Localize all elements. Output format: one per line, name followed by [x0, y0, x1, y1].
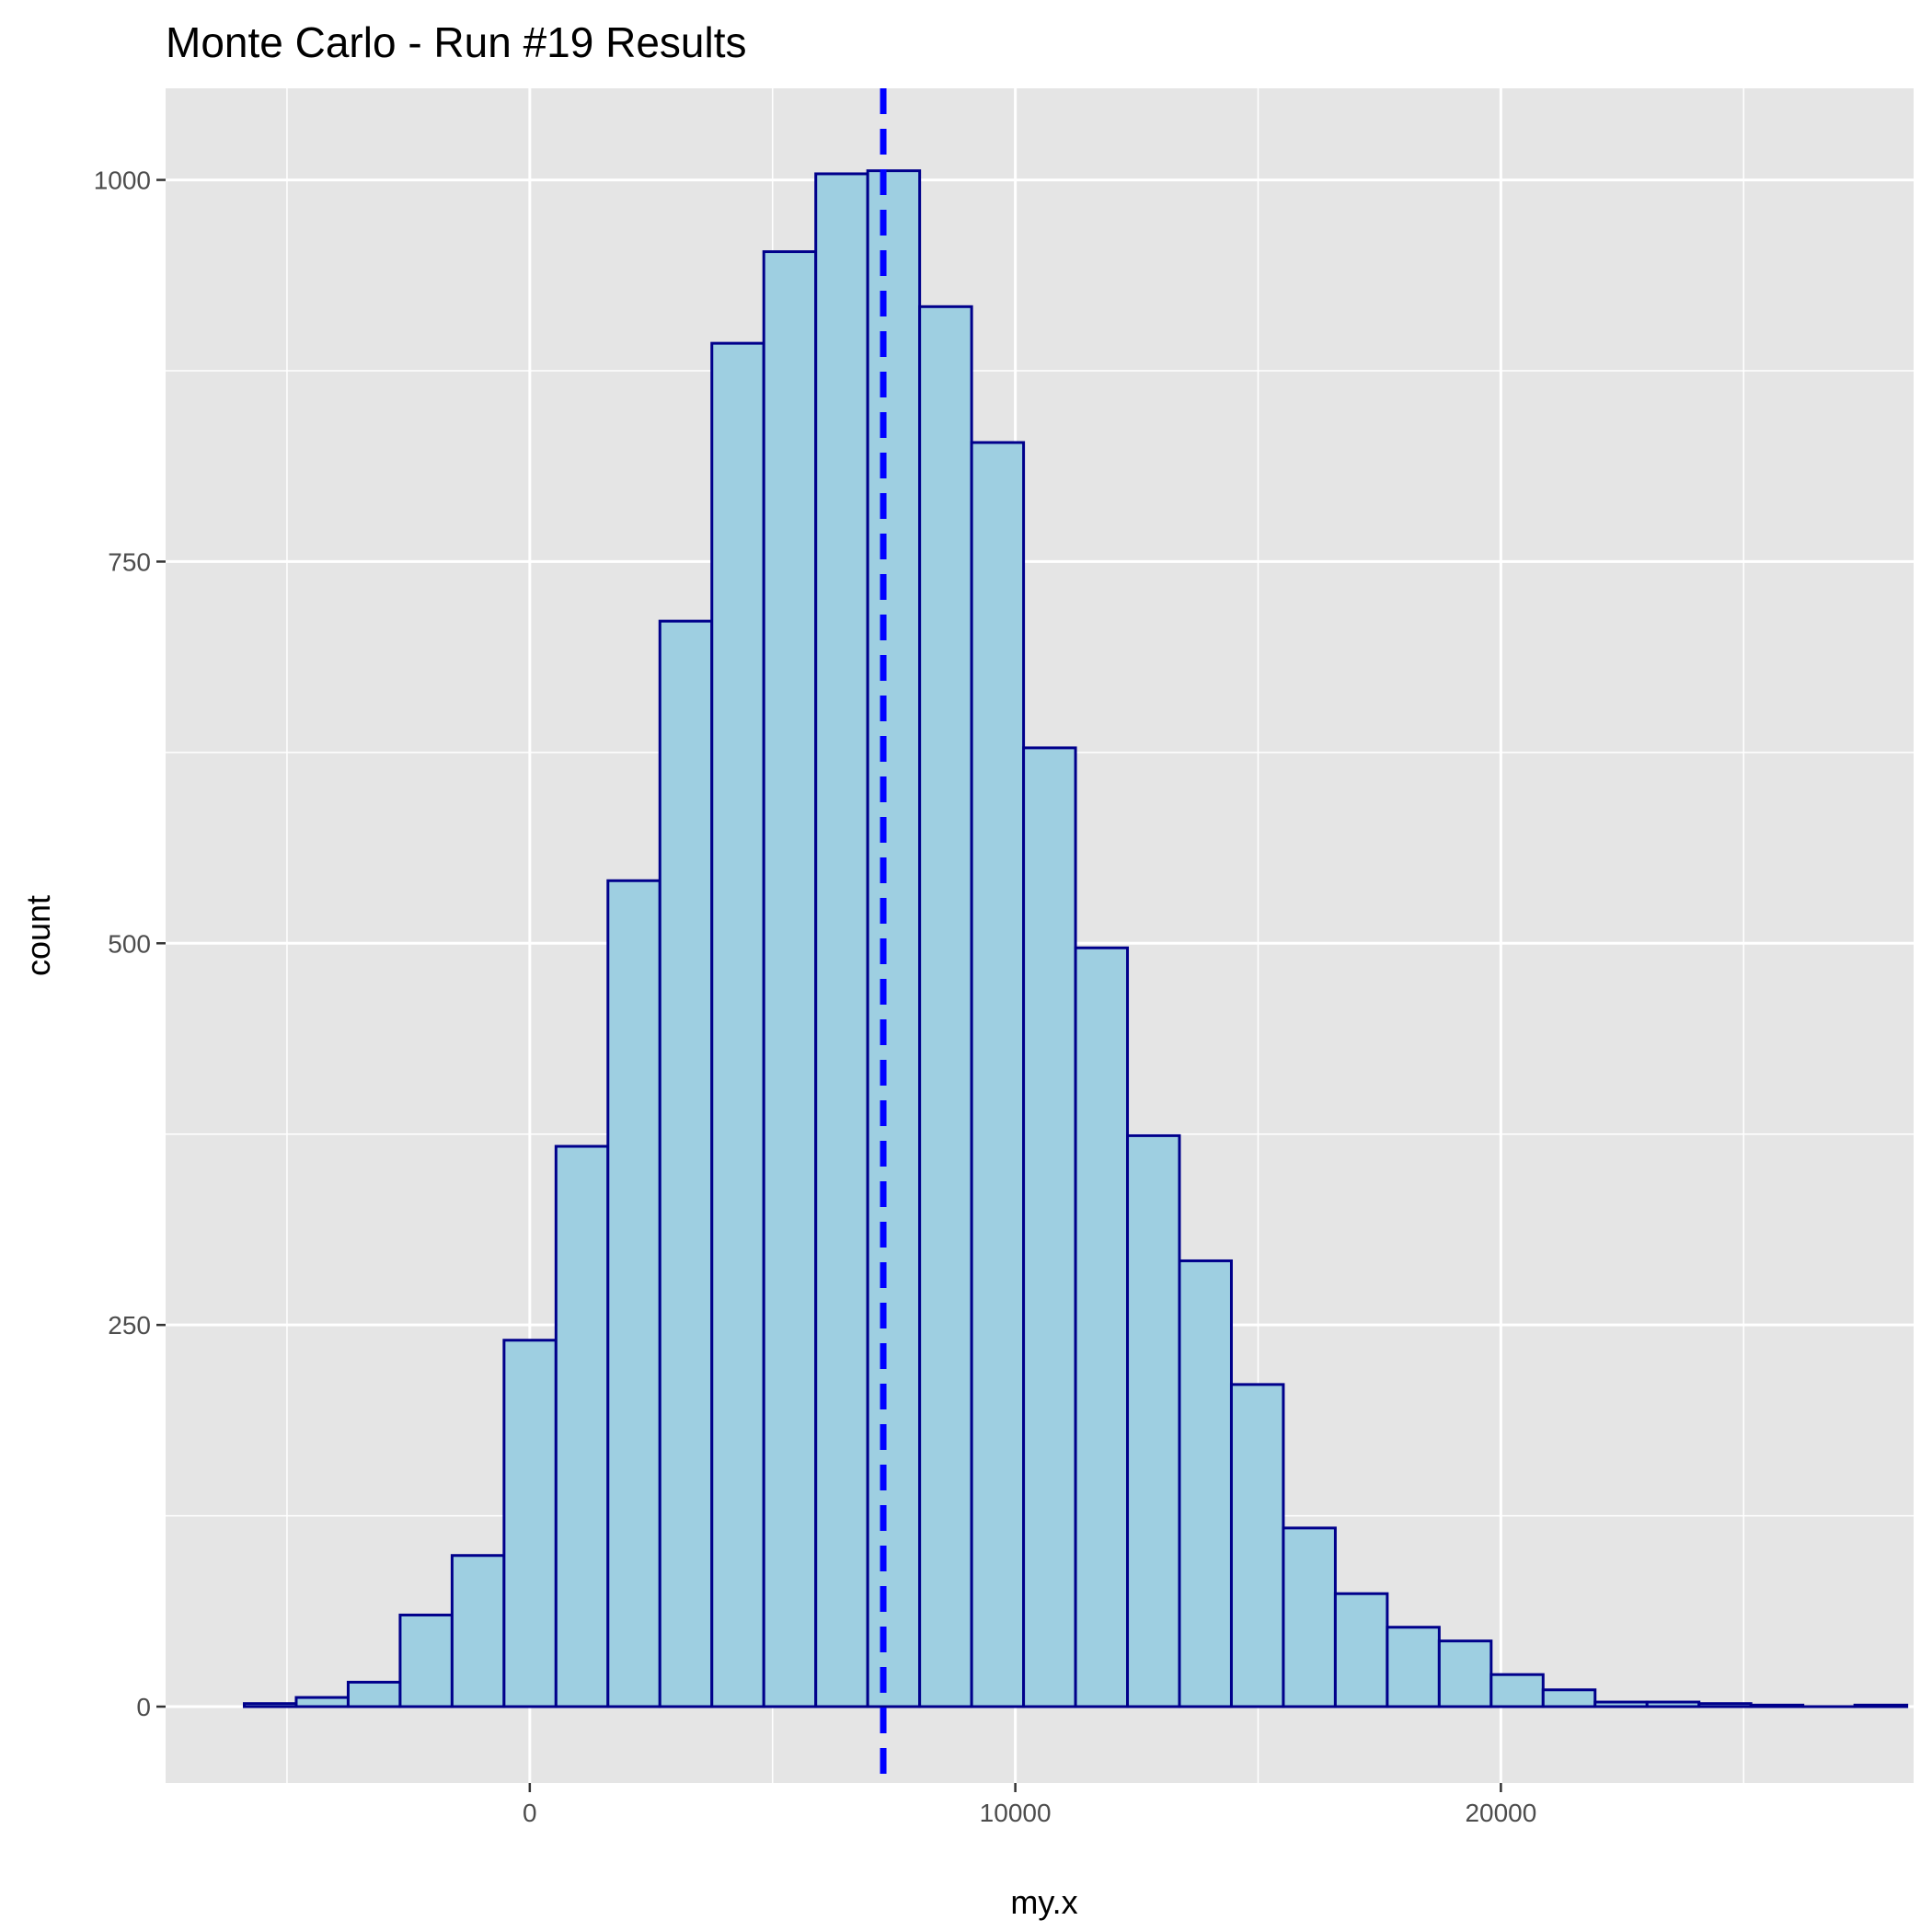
histogram-bar — [1178, 1259, 1233, 1708]
x-axis-title: my.x — [1010, 1883, 1077, 1921]
y-tick-label: 500 — [108, 929, 151, 958]
histogram-bar — [1437, 1639, 1493, 1708]
y-tick-label: 250 — [108, 1311, 151, 1340]
histogram-bar — [1853, 1703, 1909, 1708]
histogram-bar — [1074, 946, 1130, 1708]
chart-title: Monte Carlo - Run #19 Results — [166, 18, 747, 66]
histogram-bar — [866, 169, 922, 1708]
histogram-bar — [1126, 1133, 1181, 1708]
histogram-bar — [1022, 746, 1077, 1708]
histogram-bar — [658, 619, 714, 1708]
histogram-bar — [1593, 1700, 1649, 1708]
histogram-bar — [1697, 1702, 1753, 1708]
histogram-bar — [398, 1613, 454, 1708]
histogram-bar — [1386, 1626, 1441, 1708]
histogram-bars — [243, 169, 1909, 1708]
y-tick-label: 0 — [136, 1693, 151, 1721]
x-axis: 0 10000 20000 — [523, 1783, 1536, 1827]
histogram-bar — [1541, 1688, 1597, 1708]
histogram-bar — [243, 1702, 298, 1708]
y-axis: 0 250 500 750 1000 — [94, 167, 166, 1721]
histogram-bar — [1333, 1592, 1389, 1708]
histogram-bar — [1282, 1526, 1337, 1708]
y-tick-label: 1000 — [94, 167, 151, 195]
histogram-bar — [1749, 1703, 1805, 1708]
histogram-bar — [814, 172, 869, 1708]
histogram-bar — [1229, 1383, 1285, 1708]
histogram-bar — [710, 341, 765, 1708]
x-tick-label: 0 — [523, 1799, 537, 1827]
histogram-bar — [450, 1554, 506, 1708]
histogram-bar — [502, 1339, 558, 1708]
histogram-bar — [346, 1680, 402, 1708]
histogram-bar — [918, 305, 973, 1708]
histogram-bar — [1489, 1673, 1545, 1708]
histogram-bar — [762, 250, 818, 1708]
histogram-bar — [970, 441, 1026, 1708]
y-tick-label: 750 — [108, 547, 151, 576]
histogram-bar — [1645, 1700, 1701, 1708]
histogram-bar — [554, 1144, 610, 1708]
histogram-bar — [606, 879, 661, 1708]
y-axis-title: count — [19, 895, 57, 976]
histogram-bar — [294, 1696, 350, 1708]
x-tick-label: 20000 — [1465, 1799, 1536, 1827]
x-tick-label: 10000 — [980, 1799, 1052, 1827]
